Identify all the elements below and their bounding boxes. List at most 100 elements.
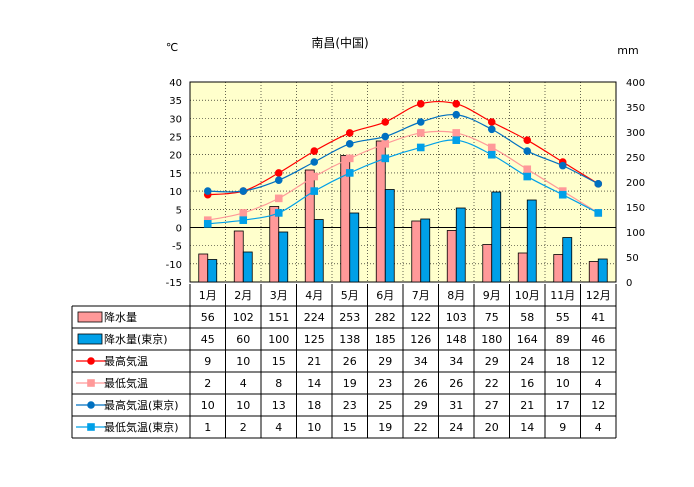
table-cell: 18 (307, 399, 321, 412)
table-cell: 58 (520, 311, 534, 324)
data-point (523, 172, 532, 181)
table-cell: 29 (414, 399, 428, 412)
legend-label: 最低気温(東京) (104, 420, 179, 434)
table-cell: 151 (268, 311, 289, 324)
table-cell: 10 (201, 399, 215, 412)
data-point (523, 165, 532, 174)
table-cell: 126 (410, 333, 431, 346)
table-cell: 60 (236, 333, 250, 346)
data-point (381, 154, 390, 163)
category-label: 10月 (515, 289, 540, 302)
left-tick-label: 30 (169, 114, 182, 125)
data-point (310, 172, 319, 181)
category-label: 12月 (586, 289, 611, 302)
category-label: 4月 (305, 289, 323, 302)
table-cell: 26 (449, 377, 463, 390)
legend-label: 最高気温(東京) (104, 398, 179, 412)
legend-label: 最低気温 (104, 376, 148, 390)
table-cell: 34 (414, 355, 428, 368)
table-cell: 122 (410, 311, 431, 324)
left-tick-label: 40 (169, 78, 182, 89)
table-cell: 15 (272, 355, 286, 368)
data-point (274, 194, 283, 203)
data-point (452, 129, 461, 137)
table-cell: 138 (339, 333, 360, 346)
data-point (487, 143, 496, 152)
data-point (452, 100, 461, 108)
right-axis-unit: mm (617, 44, 638, 57)
table-cell: 19 (378, 421, 392, 434)
table-cell: 4 (275, 421, 282, 434)
table-cell: 21 (307, 355, 321, 368)
right-tick-label: 200 (626, 178, 645, 189)
data-point (239, 187, 248, 195)
table-cell: 31 (449, 399, 463, 412)
bar (597, 258, 608, 283)
category-label: 3月 (270, 289, 288, 302)
legend-label: 降水量(東京) (104, 332, 168, 346)
bar (482, 244, 493, 283)
data-point (310, 187, 319, 195)
bar (553, 254, 564, 283)
bar (304, 169, 315, 283)
data-point (523, 147, 532, 155)
table-cell: 20 (485, 421, 499, 434)
legend-label: 降水量 (104, 310, 137, 324)
data-point (345, 154, 354, 163)
category-label: 7月 (412, 289, 430, 302)
data-point (345, 129, 354, 137)
category-label: 1月 (199, 289, 217, 302)
category-label: 11月 (550, 289, 575, 302)
table-cell: 25 (378, 399, 392, 412)
category-label: 5月 (341, 289, 359, 302)
left-tick-label: 10 (169, 187, 182, 198)
data-point (274, 176, 283, 184)
table-cell: 4 (595, 377, 602, 390)
category-label: 8月 (447, 289, 465, 302)
left-tick-label: 35 (169, 96, 182, 107)
data-point (274, 169, 283, 177)
right-tick-label: 400 (626, 78, 645, 89)
table-cell: 16 (520, 377, 534, 390)
table-cell: 24 (449, 421, 463, 434)
data-point (381, 140, 390, 148)
bar (420, 218, 431, 283)
chart-title: 南昌(中国) (311, 35, 368, 50)
data-point (274, 209, 283, 217)
left-tick-label: -10 (166, 260, 182, 271)
data-point (416, 129, 425, 137)
table-cell: 75 (485, 311, 499, 324)
bar (349, 212, 360, 283)
left-tick-label: 20 (169, 151, 182, 162)
category-label: 9月 (483, 289, 501, 302)
left-tick-label: 15 (169, 169, 182, 180)
table-cell: 2 (240, 421, 247, 434)
table-cell: 46 (591, 333, 605, 346)
table-cell: 148 (446, 333, 467, 346)
table-cell: 10 (236, 399, 250, 412)
data-point (416, 118, 425, 126)
data-point (523, 136, 532, 144)
left-tick-label: 5 (176, 205, 182, 216)
table-cell: 26 (343, 355, 357, 368)
table-cell: 4 (595, 421, 602, 434)
table-cell: 282 (375, 311, 396, 324)
data-point (594, 180, 603, 188)
table-cell: 26 (414, 377, 428, 390)
right-tick-label: 0 (626, 278, 632, 289)
table-cell: 23 (343, 399, 357, 412)
left-tick-label: -15 (166, 278, 182, 289)
table-cell: 22 (414, 421, 428, 434)
data-point (239, 216, 248, 224)
data-point (558, 161, 567, 170)
table-cell: 10 (556, 377, 570, 390)
legend-key (87, 423, 95, 431)
data-point (310, 158, 319, 166)
data-point (203, 220, 212, 228)
table-cell: 102 (233, 311, 254, 324)
table-cell: 34 (449, 355, 463, 368)
left-axis-unit: ℃ (166, 41, 178, 54)
table-cell: 125 (304, 333, 325, 346)
right-tick-label: 350 (626, 103, 645, 114)
table-cell: 10 (307, 421, 321, 434)
